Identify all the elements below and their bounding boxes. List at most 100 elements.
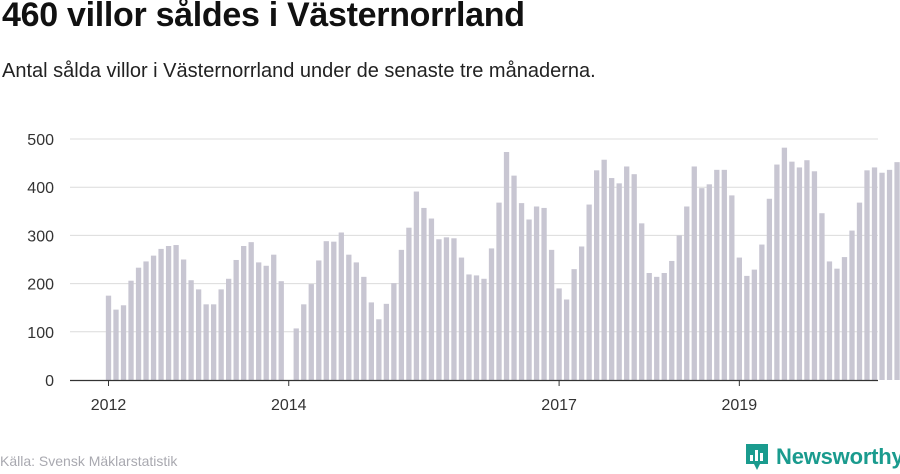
bar-77 [684,206,690,380]
x-tick-label-2014: 2014 [271,397,307,414]
bar-18 [241,246,247,380]
bar-63 [578,246,585,380]
bar-85 [744,275,750,380]
bar-61 [563,299,570,380]
bar-48 [466,274,472,380]
bar-40 [406,227,412,380]
y-tick-label-400: 400 [27,180,54,197]
bar-89 [774,164,780,380]
bar-33 [353,262,359,380]
bar-79 [699,188,705,380]
bar-88 [766,198,773,380]
bar-70 [631,174,637,380]
bar-100 [856,202,863,380]
y-tick-label-0: 0 [45,373,54,390]
bars: 460 [105,147,900,380]
bar-25 [293,328,299,380]
y-tick-label-300: 300 [27,228,54,245]
bar-11 [188,280,194,380]
bar-10 [180,259,187,380]
newsworthy-logo-icon [746,444,768,470]
bar-82 [721,169,727,380]
bar-30 [331,241,337,380]
bar-66 [601,159,607,380]
bar-32 [346,254,352,380]
bar-8 [165,246,172,380]
bar-9 [173,245,179,380]
newsworthy-brand[interactable]: Newsworthy [744,442,900,472]
source-note: Källa: Svensk Mäklarstatistik [0,453,178,469]
bar-59 [548,249,555,380]
bar-26 [301,304,307,380]
bar-74 [661,273,667,380]
bar-68 [616,183,622,380]
bar-54 [511,175,517,380]
bar-44 [436,239,442,380]
y-tick-label-100: 100 [27,325,54,342]
bar-31 [338,232,344,380]
bar-104 [886,169,893,380]
x-tick-label-2019: 2019 [722,397,758,414]
bar-20 [256,262,262,380]
brand-name: Newsworthy [776,444,900,469]
bar-87 [759,244,765,380]
bar-90 [781,147,788,380]
bar-67 [609,178,615,380]
bar-49 [473,275,480,380]
bar-97 [834,268,840,380]
bar-91 [789,161,795,380]
bar-42 [421,207,427,380]
bar-64 [586,204,592,380]
bar-102 [871,167,878,380]
bar-57 [533,206,540,380]
bar-69 [624,166,630,380]
bar-22 [271,254,277,380]
bar-80 [706,184,712,380]
bar-71 [639,223,645,380]
bar-65 [594,170,600,380]
chart-title: 460 villor såldes i Västernorrland [2,0,525,34]
bar-35 [368,302,374,380]
bar-37 [383,303,390,380]
bar-47 [458,257,465,380]
bar-72 [646,273,652,380]
bar-36 [376,319,382,380]
bar-83 [729,195,735,380]
y-tick-label-200: 200 [27,277,54,294]
bar-12 [195,289,202,380]
bar-46 [451,238,457,380]
bar-52 [496,202,502,380]
bar-103 [879,172,885,380]
bar-96 [826,261,833,380]
bar-86 [751,269,758,380]
axes: 010020030040050020122014201720192021 [27,132,878,414]
bar-51 [488,248,495,380]
bar-6 [150,255,157,380]
bar-81 [714,169,720,380]
bar-5 [143,261,149,380]
bar-98 [841,257,848,380]
bar-2 [120,305,127,380]
bar-13 [203,304,209,380]
bar-41 [413,191,420,380]
bar-95 [819,213,825,380]
bar-7 [158,248,164,380]
bar-3 [128,280,134,380]
bar-27 [308,284,314,380]
bar-84 [736,257,742,380]
bar-16 [226,278,232,380]
bar-62 [571,269,577,380]
bar-15 [218,289,224,380]
bar-14 [210,304,217,380]
bar-101 [864,170,870,380]
bar-58 [541,207,547,380]
bar-93 [804,160,810,380]
bar-94 [811,171,818,380]
bar-29 [323,241,329,380]
bar-28 [316,260,322,380]
bar-105 [894,162,900,380]
bar-99 [849,230,855,380]
bar-0 [105,295,112,380]
bar-73 [654,276,660,380]
